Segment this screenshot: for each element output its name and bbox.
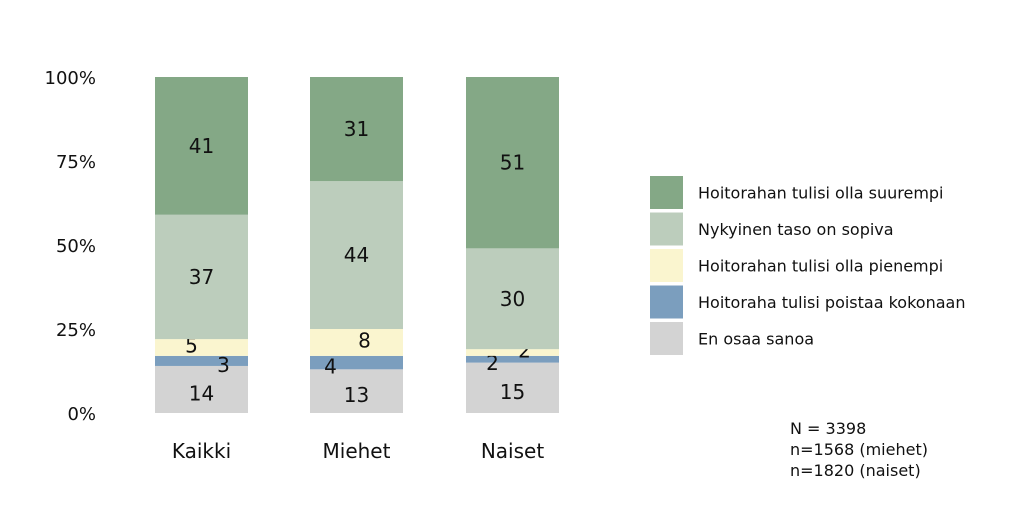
y-tick-label: 75% — [56, 152, 96, 173]
bar-segment — [155, 339, 248, 356]
x-category-label: Kaikki — [172, 439, 231, 463]
x-axis: Kaikki Miehet Naiset — [172, 439, 544, 463]
bar-segment — [466, 248, 559, 350]
data-label: 13 — [344, 383, 369, 407]
data-label: 37 — [189, 265, 214, 289]
y-tick-label: 25% — [56, 320, 96, 341]
legend-swatch — [650, 212, 683, 246]
y-tick-label: 100% — [45, 68, 96, 89]
bar-segment — [155, 214, 248, 340]
data-label: 41 — [189, 134, 214, 158]
data-label: 51 — [500, 151, 525, 175]
note-men: n=1568 (miehet) — [790, 440, 928, 459]
data-label: 8 — [358, 328, 371, 352]
data-label: 2 — [486, 351, 499, 375]
legend-label: Nykyinen taso on sopiva — [698, 220, 894, 239]
x-category-label: Naiset — [481, 439, 544, 463]
bar-segment — [155, 365, 248, 413]
bar-segment — [310, 369, 403, 413]
bar-segment — [310, 77, 403, 182]
legend-swatch — [650, 176, 683, 209]
bar-segment — [466, 349, 559, 356]
note-women: n=1820 (naiset) — [790, 461, 921, 480]
sample-size-note: N = 3398 n=1568 (miehet) n=1820 (naiset) — [790, 418, 928, 481]
legend-label: Hoitorahan tulisi olla pienempi — [698, 257, 943, 276]
data-label: 4 — [324, 355, 337, 379]
data-label: 30 — [500, 287, 525, 311]
legend-label: En osaa sanoa — [698, 330, 814, 349]
legend-label: Hoitorahan tulisi olla suurempi — [698, 184, 944, 203]
bar-segment — [310, 181, 403, 329]
bar-segment — [310, 329, 403, 356]
x-category-label: Miehet — [323, 439, 391, 463]
y-tick-label: 50% — [56, 236, 96, 257]
y-axis: 0% 25% 50% 75% 100% — [45, 68, 96, 425]
bar-segment — [466, 77, 559, 249]
legend-swatch — [650, 249, 683, 282]
bar-segment — [466, 362, 559, 413]
data-label: 5 — [185, 333, 198, 357]
bar-segment — [310, 355, 403, 370]
note-total: N = 3398 — [790, 419, 867, 438]
y-tick-label: 0% — [67, 404, 96, 425]
data-label: 15 — [500, 380, 525, 404]
legend-label: Hoitoraha tulisi poistaa kokonaan — [698, 293, 965, 312]
data-label: 14 — [189, 381, 214, 405]
bar-segment — [155, 355, 248, 366]
bar-segment — [466, 355, 559, 363]
legend-swatch — [650, 285, 683, 319]
legend: Hoitorahan tulisi olla suurempi Nykyinen … — [650, 176, 965, 355]
data-label: 31 — [344, 117, 369, 141]
data-label: 3 — [217, 353, 230, 377]
data-label: 44 — [344, 243, 369, 267]
legend-swatch — [650, 322, 683, 355]
bar-segment — [155, 77, 248, 215]
